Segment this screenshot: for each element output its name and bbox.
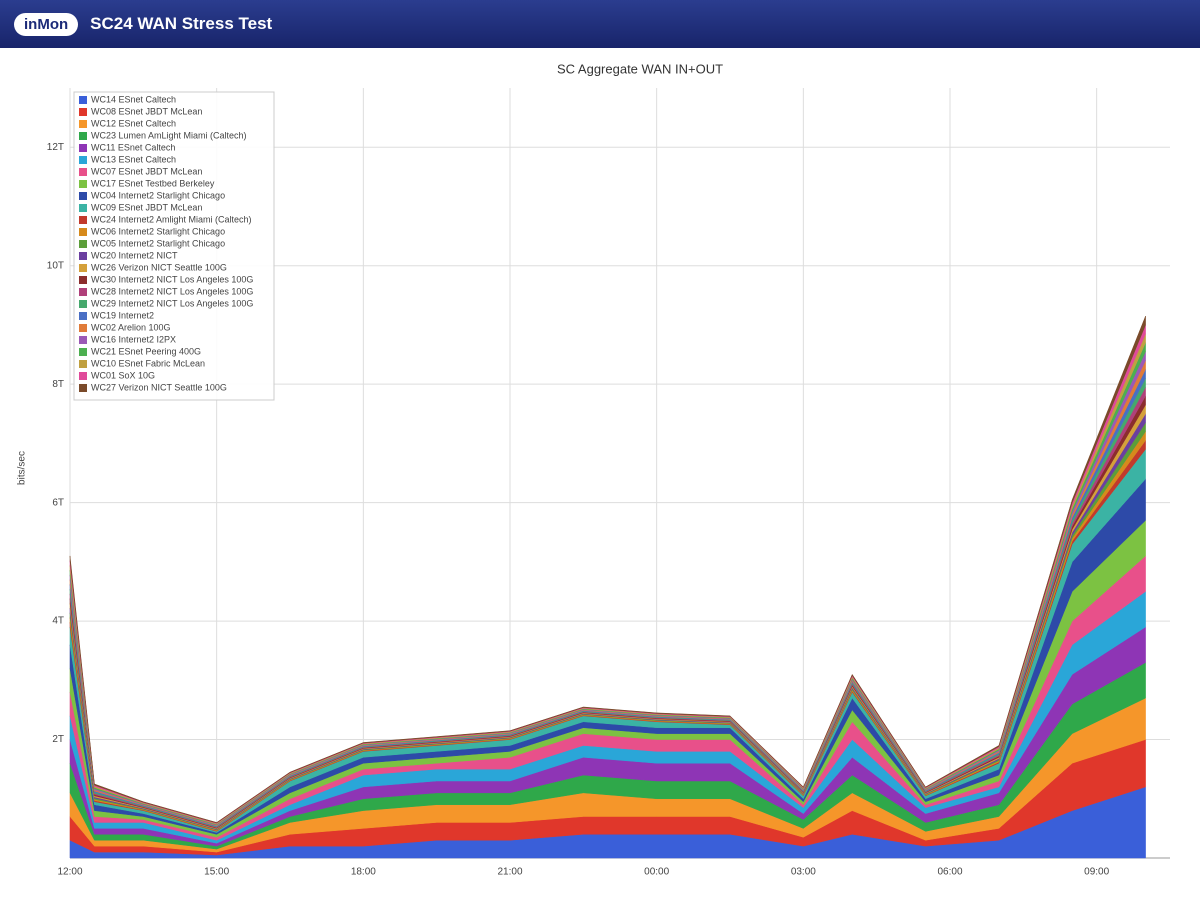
legend: WC14 ESnet Caltech WC08 ESnet JBDT McLean…	[73, 91, 275, 401]
y-tick-label: 10T	[47, 260, 64, 271]
header-bar: inMon SC24 WAN Stress Test	[0, 0, 1200, 48]
legend-label: WC27 Verizon NICT Seattle 100G	[91, 382, 227, 392]
x-tick-label: 18:00	[351, 867, 376, 878]
legend-swatch	[79, 384, 87, 392]
legend-box	[73, 91, 275, 401]
legend-label: WC19 Internet2	[91, 310, 154, 320]
legend-swatch	[79, 312, 87, 320]
legend-swatch	[79, 348, 87, 356]
area	[69, 315, 1146, 824]
legend-swatch	[79, 240, 87, 248]
legend-swatch	[79, 264, 87, 272]
chart: SC Aggregate WAN IN+OUT bits/sec 2T 4T 6T 8…	[17, 61, 1170, 878]
legend-label: WC16 Internet2 I2PX	[91, 334, 176, 344]
legend-label: WC23 Lumen AmLight Miami (Caltech)	[91, 130, 247, 140]
legend-swatch	[79, 96, 87, 104]
y-tick-label: 6T	[52, 497, 64, 508]
y-tick-label: 12T	[47, 142, 64, 153]
x-tick-label: 12:00	[57, 867, 82, 878]
y-tick-label: 8T	[52, 379, 64, 390]
legend-label: WC02 Arelion 100G	[91, 322, 171, 332]
x-tick-label: 06:00	[937, 867, 962, 878]
legend-label: WC14 ESnet Caltech	[91, 94, 176, 104]
legend-swatch	[79, 228, 87, 236]
legend-label: WC28 Internet2 NICT Los Angeles 100G	[91, 286, 253, 296]
x-tick-label: 21:00	[497, 867, 522, 878]
legend-label: WC01 SoX 10G	[91, 370, 155, 380]
y-axis-label: bits/sec	[17, 451, 28, 485]
legend-swatch	[79, 108, 87, 116]
legend-swatch	[79, 132, 87, 140]
legend-label: WC24 Internet2 Amlight Miami (Caltech)	[91, 214, 252, 224]
legend-swatch	[79, 180, 87, 188]
legend-label: WC26 Verizon NICT Seattle 100G	[91, 262, 227, 272]
legend-swatch	[79, 300, 87, 308]
legend-swatch	[79, 216, 87, 224]
y-tick-label: 4T	[52, 616, 64, 627]
x-tick-label: 15:00	[204, 867, 229, 878]
y-tick-label: 2T	[52, 734, 64, 745]
areas	[69, 315, 1146, 859]
legend-swatch	[79, 252, 87, 260]
legend-label: WC05 Internet2 Starlight Chicago	[91, 238, 225, 248]
legend-label: WC09 ESnet JBDT McLean	[91, 202, 202, 212]
legend-swatch	[79, 288, 87, 296]
legend-swatch	[79, 276, 87, 284]
legend-swatch	[79, 324, 87, 332]
legend-swatch	[79, 144, 87, 152]
legend-label: WC12 ESnet Caltech	[91, 118, 176, 128]
legend-label: WC10 ESnet Fabric McLean	[91, 358, 205, 368]
legend-label: WC13 ESnet Caltech	[91, 154, 176, 164]
legend-swatch	[79, 336, 87, 344]
legend-swatch	[79, 204, 87, 212]
legend-swatch	[79, 120, 87, 128]
legend-label: WC11 ESnet Caltech	[91, 142, 175, 152]
legend-swatch	[79, 168, 87, 176]
legend-label: WC07 ESnet JBDT McLean	[91, 166, 202, 176]
logo: inMon	[14, 12, 79, 36]
legend-swatch	[79, 192, 87, 200]
legend-label: WC21 ESnet Peering 400G	[91, 346, 201, 356]
legend-swatch	[79, 360, 87, 368]
chart-title: SC Aggregate WAN IN+OUT	[557, 61, 723, 76]
legend-swatch	[79, 372, 87, 380]
legend-swatch	[79, 156, 87, 164]
legend-label: WC08 ESnet JBDT McLean	[91, 106, 202, 116]
legend-label: WC29 Internet2 NICT Los Angeles 100G	[91, 298, 253, 308]
legend-label: WC04 Internet2 Starlight Chicago	[91, 190, 225, 200]
legend-label: WC17 ESnet Testbed Berkeley	[91, 178, 215, 188]
legend-label: WC06 Internet2 Starlight Chicago	[91, 226, 225, 236]
x-tick-label: 09:00	[1084, 867, 1109, 878]
x-tick-label: 03:00	[791, 867, 816, 878]
x-tick-label: 00:00	[644, 867, 669, 878]
legend-label: WC30 Internet2 NICT Los Angeles 100G	[91, 274, 253, 284]
app-title: SC24 WAN Stress Test	[90, 14, 273, 33]
legend-label: WC20 Internet2 NICT	[91, 250, 178, 260]
